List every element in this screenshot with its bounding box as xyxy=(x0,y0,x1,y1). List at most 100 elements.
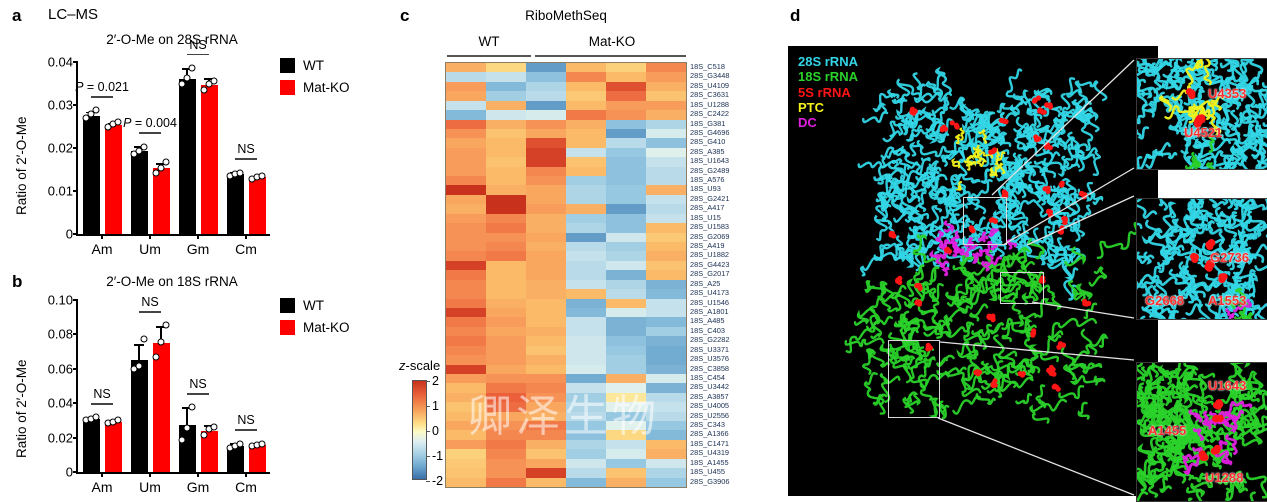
heatmap-cell xyxy=(486,430,526,440)
data-point xyxy=(87,110,95,118)
panel-b-plot-area: 0 0.02 0.04 0.06 0.08 0.10 Am NS Um NS Gm NS Cm NS xyxy=(48,293,270,495)
heatmap-cell xyxy=(646,383,686,393)
bar-mat-ko-um xyxy=(152,168,170,234)
heatmap-cell xyxy=(646,298,686,308)
heatmap-cell xyxy=(606,223,646,233)
colorbar-tick xyxy=(426,431,430,432)
heatmap-cell xyxy=(526,449,566,459)
significance-bar xyxy=(235,158,257,160)
heatmap-cell xyxy=(526,307,566,318)
heatmap-cell xyxy=(446,289,486,299)
colorbar-tick xyxy=(426,481,430,482)
heatmap-cell xyxy=(606,373,646,384)
heatmap-cell xyxy=(566,157,606,167)
heatmap-cell xyxy=(446,166,486,177)
data-point xyxy=(258,172,266,180)
error-bar-cap xyxy=(156,326,166,328)
heatmap-cell xyxy=(446,260,486,271)
x-axis-label: Am xyxy=(91,479,113,495)
heatmap-cell xyxy=(446,213,486,224)
heatmap-cell xyxy=(606,317,646,327)
heatmap-cell xyxy=(566,110,606,120)
heatmap-cell xyxy=(486,449,526,459)
heatmap-cell xyxy=(486,421,526,431)
significance-bar xyxy=(139,310,161,313)
heatmap-row-label: 18S_U1643 xyxy=(690,156,730,166)
structure-legend-dc: DC xyxy=(798,115,817,131)
heatmap-cell xyxy=(566,147,606,158)
heatmap-cell xyxy=(446,477,486,487)
heatmap-cell xyxy=(486,100,526,111)
heatmap-cell xyxy=(446,72,486,82)
data-point xyxy=(178,436,186,444)
y-tick-mark xyxy=(73,190,78,192)
heatmap-cell xyxy=(446,307,486,318)
heatmap-row-label: 28S_A385 xyxy=(690,146,725,156)
x-axis-label: Cm xyxy=(235,479,257,495)
heatmap-cell xyxy=(486,138,526,148)
heatmap-cell xyxy=(486,204,526,214)
error-bar xyxy=(186,68,188,80)
heatmap-cell xyxy=(566,458,606,469)
significance-label: NS xyxy=(93,386,111,401)
heatmap-cell xyxy=(566,213,606,224)
colorbar-tick xyxy=(426,406,430,407)
heatmap-cell xyxy=(446,449,486,459)
heatmap-row-label: 18S_U1288 xyxy=(690,99,730,109)
y-tick-mark xyxy=(73,104,78,106)
heatmap-cell xyxy=(566,336,606,346)
heatmap-cell xyxy=(566,364,606,374)
bar-mat-ko-um xyxy=(152,342,170,472)
data-point xyxy=(183,424,191,432)
heatmap-cell xyxy=(646,147,686,158)
heatmap-row-label: 28S_U4005 xyxy=(690,401,730,411)
heatmap-cell xyxy=(606,298,646,308)
heatmap-cell xyxy=(646,81,686,92)
panel-b-legend: WT Mat-KO xyxy=(280,298,350,342)
heatmap-row-labels: 18S_C518 28S_G3448 28S_U4109 28S_C3631 18S_U… xyxy=(690,62,729,486)
heatmap-cell xyxy=(606,355,646,365)
heatmap-cell xyxy=(566,449,606,459)
heatmap-row-label: 28S_C3631 xyxy=(690,90,730,100)
inset-bot-label-1: A1455 xyxy=(1148,423,1187,438)
y-tick-mark xyxy=(73,147,78,149)
heatmap-cell xyxy=(486,402,526,412)
heatmap-cell xyxy=(526,355,566,365)
bar-wt-gm xyxy=(178,425,196,472)
inset-mid-label-1: G2668 xyxy=(1145,293,1185,308)
panel-c-title: RiboMethSeq xyxy=(525,8,607,23)
heatmap-row-label: 28S_C2422 xyxy=(690,109,730,119)
heatmap-cell xyxy=(526,411,566,422)
error-bar xyxy=(186,406,188,426)
heatmap-cell xyxy=(646,279,686,290)
heatmap-cell xyxy=(526,176,566,186)
legend-row-ko: Mat-KO xyxy=(280,80,350,95)
legend-row-ko-b: Mat-KO xyxy=(280,320,350,335)
heatmap-cell xyxy=(646,364,686,374)
error-bar xyxy=(160,326,162,343)
heatmap-row-label: 18S_U15 xyxy=(690,212,721,222)
heatmap-cell xyxy=(566,63,606,73)
heatmap-cell xyxy=(446,110,486,120)
heatmap-cell xyxy=(486,260,526,271)
heatmap-cell xyxy=(606,289,646,299)
heatmap-cell xyxy=(646,157,686,167)
structure-legend-18s-rrna: 18S rRNA xyxy=(798,69,858,85)
heatmap-cell xyxy=(646,232,686,243)
significance-label: NS xyxy=(237,142,255,157)
heatmap-cell xyxy=(486,166,526,177)
heatmap-cell xyxy=(566,439,606,450)
heatmap-cell xyxy=(486,336,526,346)
bar-mat-ko-gm xyxy=(200,85,218,234)
data-point xyxy=(162,158,170,166)
significance-label: NS xyxy=(141,294,159,309)
heatmap-cell xyxy=(606,91,646,101)
heatmap-cell xyxy=(606,411,646,422)
heatmap-cell xyxy=(566,298,606,308)
heatmap-cell xyxy=(486,232,526,243)
significance-bar xyxy=(235,429,257,432)
colorbar: 2 1 0 -1 -2 xyxy=(412,374,443,488)
heatmap-cell xyxy=(526,110,566,120)
x-tick-mark xyxy=(245,472,247,477)
zoom-box-top xyxy=(963,197,1007,245)
